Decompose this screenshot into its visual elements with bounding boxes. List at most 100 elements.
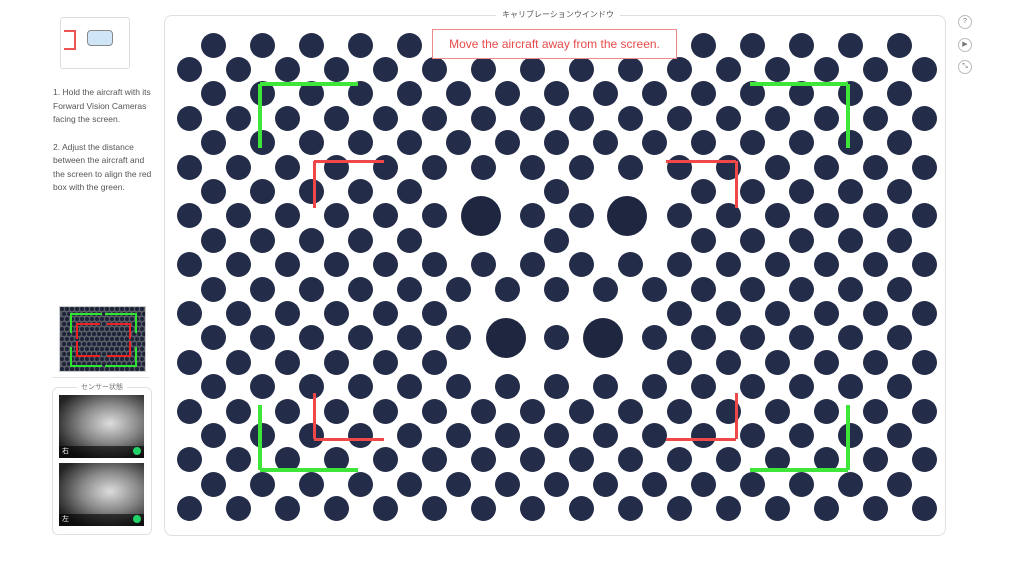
preview-box-corner: [105, 347, 137, 367]
pattern-dot: [470, 496, 496, 522]
pattern-dot: [715, 252, 741, 278]
preview-dot: [95, 307, 99, 311]
pattern-dot: [249, 276, 275, 302]
preview-dot: [62, 342, 66, 346]
preview-dot: [107, 352, 111, 356]
preview-dot: [102, 322, 106, 326]
pattern-dot: [788, 471, 814, 497]
pattern-dot: [715, 496, 741, 522]
preview-dot: [110, 317, 114, 321]
pattern-dot: [519, 447, 545, 473]
preview-dot: [60, 317, 64, 321]
preview-dot: [135, 347, 139, 351]
pattern-dot: [298, 32, 324, 58]
pattern-dot: [862, 300, 888, 326]
preview-dot: [107, 332, 111, 336]
pattern-dot: [739, 32, 765, 58]
pattern-dot: [764, 203, 790, 229]
pattern-dot: [666, 398, 692, 424]
pattern-dot: [715, 447, 741, 473]
pattern-dot: [813, 154, 839, 180]
preview-dot: [100, 307, 104, 311]
pattern-dot: [886, 32, 912, 58]
preview-dot: [62, 322, 66, 326]
preview-dot: [100, 367, 104, 371]
pattern-dot: [200, 178, 226, 204]
pattern-dot: [911, 300, 937, 326]
pattern-dot: [862, 203, 888, 229]
pattern-dot: [519, 105, 545, 131]
pattern-dot: [764, 398, 790, 424]
pattern-dot: [837, 32, 863, 58]
preview-dot: [142, 342, 145, 346]
marker-dot: [583, 318, 623, 358]
preview-dot: [145, 367, 146, 371]
pattern-dot: [837, 178, 863, 204]
pattern-dot: [862, 447, 888, 473]
preview-dot: [77, 362, 81, 366]
pattern-dot: [813, 300, 839, 326]
preview-dot: [107, 342, 111, 346]
preview-dot: [82, 342, 86, 346]
pattern-dot: [494, 374, 520, 400]
preview-dot: [75, 317, 79, 321]
pattern-dot: [862, 56, 888, 82]
pattern-dot: [200, 471, 226, 497]
current-box-corner: [314, 159, 384, 163]
preview-dot: [132, 352, 136, 356]
preview-dot: [132, 342, 136, 346]
pattern-dot: [739, 325, 765, 351]
preview-dot: [105, 307, 109, 311]
pattern-dot: [200, 227, 226, 253]
preview-dot: [82, 352, 86, 356]
preview-dot: [60, 347, 64, 351]
pattern-dot: [396, 227, 422, 253]
pattern-dot: [568, 56, 594, 82]
pattern-dot: [641, 471, 667, 497]
preview-dot: [115, 347, 119, 351]
pattern-dot: [568, 154, 594, 180]
status-ok-icon: [133, 515, 141, 523]
preview-dot: [145, 347, 146, 351]
pattern-dot: [274, 300, 300, 326]
preview-dot: [130, 327, 134, 331]
pattern-dot: [764, 56, 790, 82]
pattern-dot: [347, 178, 373, 204]
preview-dot: [82, 362, 86, 366]
pattern-dot: [396, 471, 422, 497]
preview-dot: [97, 342, 101, 346]
pattern-dot: [396, 422, 422, 448]
preview-dot: [67, 322, 71, 326]
collapse-icon[interactable]: ⤡: [958, 60, 972, 74]
preview-dot: [140, 367, 144, 371]
pattern-dot: [568, 398, 594, 424]
pattern-dot: [298, 471, 324, 497]
pattern-dot: [274, 496, 300, 522]
preview-dot: [77, 342, 81, 346]
status-ok-icon: [133, 447, 141, 455]
pattern-dot: [543, 81, 569, 107]
target-box-corner: [258, 84, 262, 148]
pattern-dot: [421, 496, 447, 522]
preview-dot: [145, 327, 146, 331]
play-icon[interactable]: ▶: [958, 38, 972, 52]
pattern-dot: [886, 276, 912, 302]
pattern-dot: [445, 374, 471, 400]
preview-dot: [117, 362, 121, 366]
pattern-dot: [739, 130, 765, 156]
pattern-dot: [911, 154, 937, 180]
pattern-dot: [813, 203, 839, 229]
preview-dot: [75, 307, 79, 311]
pattern-dot: [568, 252, 594, 278]
pattern-dot: [592, 422, 618, 448]
help-icon[interactable]: ?: [958, 15, 972, 29]
pattern-dot: [396, 81, 422, 107]
pattern-dot: [274, 349, 300, 375]
pattern-dot: [788, 276, 814, 302]
preview-dot: [62, 332, 66, 336]
pattern-dot: [788, 32, 814, 58]
preview-dot: [125, 357, 129, 361]
preview-dot: [140, 327, 144, 331]
preview-dot: [62, 362, 66, 366]
pattern-dot: [592, 374, 618, 400]
